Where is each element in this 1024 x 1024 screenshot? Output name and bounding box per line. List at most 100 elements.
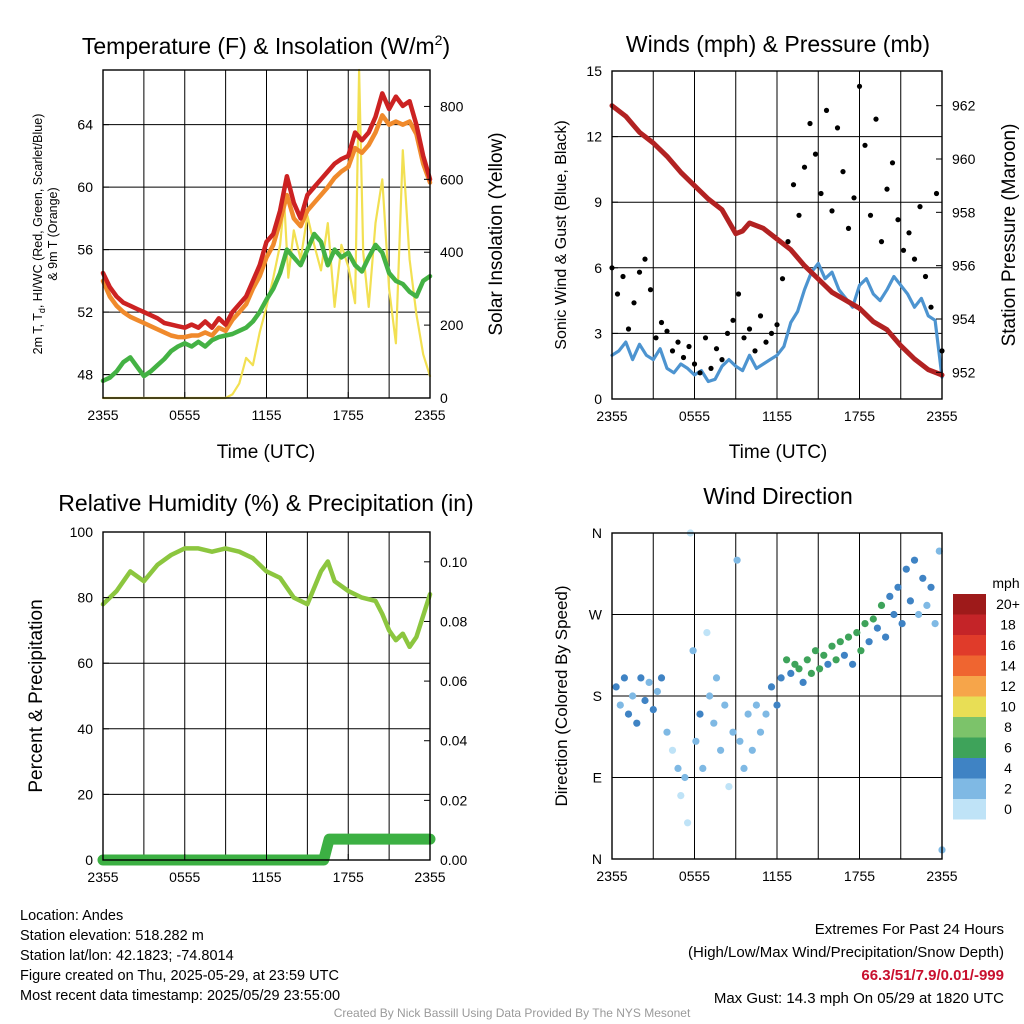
x-tick-label: 2355 [596,408,627,424]
colorbar-label: 2 [1004,781,1012,797]
gust-point [658,319,665,326]
humidity-grid [103,532,430,860]
winds-series [609,83,945,384]
direction-point [712,674,721,682]
gust-point [664,328,670,334]
direction-point [927,583,935,591]
direction-point [919,574,927,582]
gust-point [757,313,764,319]
y-right-tick-label: 956 [952,258,976,274]
y-tick-label: 60 [77,179,93,195]
direction-point [886,592,894,601]
gust-point [862,142,868,148]
direction-point [641,696,649,705]
gust-point [642,256,648,262]
gust-point [724,330,731,336]
direction-point [836,638,844,646]
colorbar-swatch [953,614,986,635]
gust-point [873,116,879,122]
extremes-summary: Extremes For Past 24 Hours (High/Low/Max… [688,918,1004,1010]
colorbar-label: 16 [1000,637,1016,653]
direction-point [902,565,910,573]
direction-point [616,701,624,709]
gust-point [840,169,846,175]
direction-point [744,710,752,718]
series-line-9m-t [100,113,433,340]
series-line-sonic-wind [610,261,944,384]
colorbar-label: 18 [1000,617,1016,633]
gust-point [922,273,929,280]
direction-point [910,556,919,564]
direction-point [699,764,707,773]
y-right-tick-label: 0.06 [440,673,467,689]
temperature-y-axis-label-line1: 2m T, Td, HI/WC (Red, Green, Scarlet/Blu… [31,114,47,355]
gust-point [867,212,874,218]
gust-point [884,186,890,192]
y-right-tick-label: 200 [440,317,464,333]
direction-point [692,737,700,745]
colorbar-label: 14 [1000,658,1016,674]
max-gust: Max Gust: 14.3 mph On 05/29 at 1820 UTC [713,990,1004,1007]
gust-point [818,190,824,197]
speed-colorbar: mph 20+ 18 16 14 12 10 8 6 4 2 0 [953,575,1020,820]
winds-y-axis-label: Sonic Wind & Gust (Blue, Black) [553,120,570,349]
y-tick-label: 0 [594,391,602,407]
y-right-tick-label: 0.10 [440,554,467,570]
colorbar-swatch [953,799,986,820]
gust-point [900,247,907,253]
colorbar-swatch [953,635,986,656]
x-tick-label: 2355 [926,408,957,424]
y-right-tick-label: 962 [952,98,976,114]
y-right-tick-label: 0.02 [440,792,467,808]
insolation-y-axis-label: Solar Insolation (Yellow) [486,132,507,335]
x-tick-label: 1755 [333,407,364,423]
direction-point [637,674,645,682]
y-right-tick-label: 954 [952,311,976,327]
gust-point [708,365,714,371]
gust-point [653,335,659,341]
gust-point [796,212,802,218]
y-tick-label: 64 [77,117,93,133]
gust-point [823,107,830,113]
gust-point [911,256,918,262]
x-tick-label: 0555 [169,869,200,885]
direction-point [931,620,939,628]
gust-point [829,208,835,214]
y-tick-label: 6 [594,260,602,276]
direction-panel: Wind Direction 2355 0555 1155 1755 2355NESWN… [552,483,1020,884]
colorbar-swatch [953,717,986,738]
direction-point [767,683,776,691]
direction-point [629,692,637,700]
colorbar-swatch [953,758,986,779]
gust-point [636,269,643,275]
gust-point [680,354,687,361]
direction-point [783,656,791,664]
direction-point [740,764,748,773]
direction-series [612,529,946,854]
extremes-title: Extremes For Past 24 Hours [814,921,1004,938]
series-line-station-pressure [609,103,945,378]
direction-point [663,728,671,736]
winds-axes: 2355 0555 1155 1755 235503691215952954956958… [586,63,975,424]
direction-point [684,819,692,827]
y-tick-label: 0 [85,852,93,868]
temperature-x-axis-label: Time (UTC) [217,442,316,463]
y-tick-label: N [592,525,602,541]
gust-point [812,151,819,157]
direction-point [729,728,737,736]
colorbar-swatch [953,696,986,717]
direction-point [890,610,898,619]
y-right-tick-label: 0.08 [440,613,467,629]
direction-point [756,728,765,736]
direction-point [803,656,811,664]
direction-point [653,687,662,696]
direction-point [721,701,729,709]
gust-point [807,120,813,127]
gust-point [686,343,692,350]
y-tick-label: W [589,607,603,623]
y-tick-label: 80 [77,590,93,606]
direction-grid [612,533,942,859]
gust-point [768,330,775,336]
winds-panel: Winds (mph) & Pressure (mb) 2355 0555 1155… [553,31,1020,463]
colorbar-title: mph [992,575,1019,591]
